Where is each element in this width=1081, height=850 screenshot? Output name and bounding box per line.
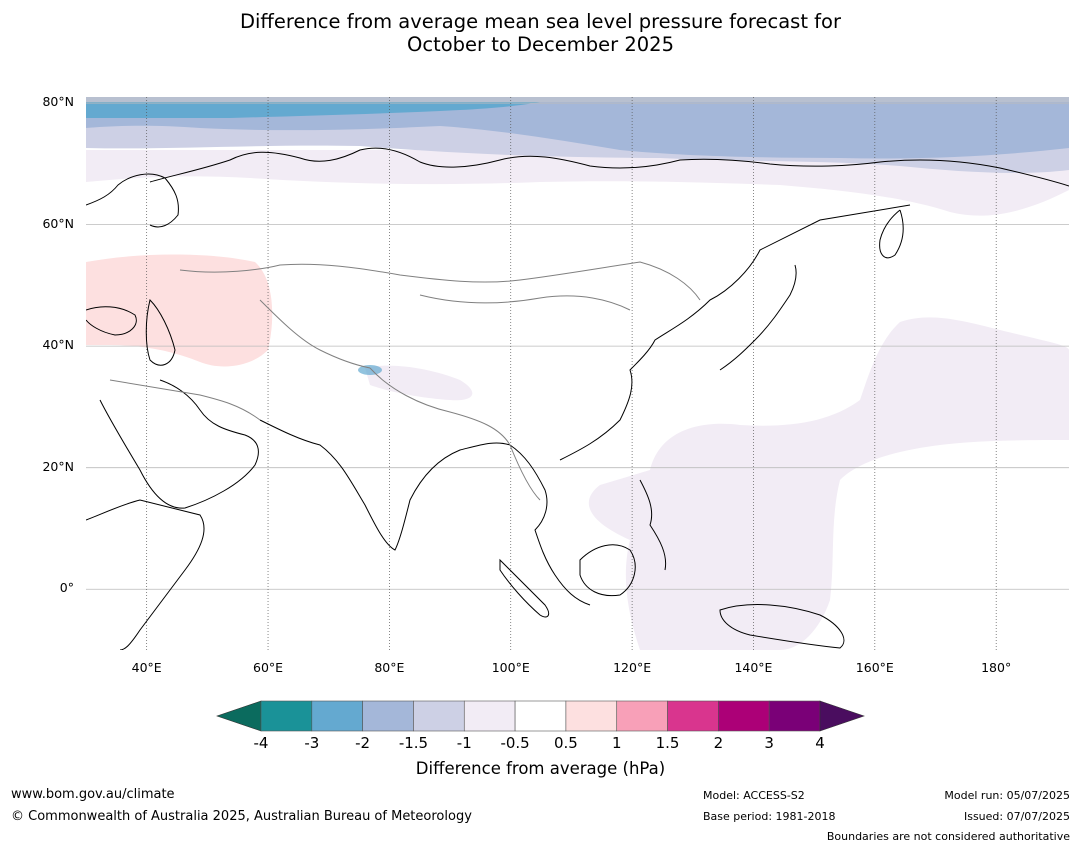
coastline-borneo [579, 544, 636, 597]
weak-negative-anomaly-tibet [365, 365, 473, 401]
copyright-notice: © Commonwealth of Australia 2025, Austra… [11, 809, 472, 824]
border-middle-east [109, 379, 261, 421]
colorbar-tick-label: 0.5 [553, 734, 578, 752]
anomaly-band-north-edge [86, 97, 1069, 102]
colorbar-tick-label: -4 [253, 734, 269, 752]
border-china-mongolia [419, 294, 631, 311]
colorbar-over-arrow [819, 700, 865, 732]
positive-anomaly-central-asia [86, 254, 273, 367]
longitude-label: 80°E [374, 660, 405, 675]
longitude-label: 100°E [491, 660, 530, 675]
colorbar-segment [718, 700, 770, 732]
colorbar-segment [362, 700, 414, 732]
model-run-date: Model run: 05/07/2025 [944, 789, 1070, 802]
colorbar-tick-label: 2 [713, 734, 724, 752]
border-indochina [509, 444, 541, 501]
colorbar-segment [667, 700, 719, 732]
model-name: Model: ACCESS-S2 [703, 789, 805, 802]
title-line-1: Difference from average mean sea level p… [240, 10, 841, 33]
colorbar-tick-label: -0.5 [500, 734, 530, 752]
website-link[interactable]: www.bom.gov.au/climate [11, 787, 175, 802]
longitude-label: 40°E [131, 660, 162, 675]
gridlines [86, 97, 1069, 650]
border-himalaya [369, 367, 511, 446]
colorbar [216, 700, 865, 732]
coastline-africa-horn [86, 499, 205, 650]
colorbar-segment [311, 700, 363, 732]
issued-date: Issued: 07/07/2025 [963, 810, 1070, 823]
coastline-sumatra [499, 558, 550, 618]
negative-anomaly-himalaya [358, 365, 382, 375]
coastline-scandinavia [86, 173, 179, 228]
colorbar-segment [413, 700, 465, 732]
longitude-label: 60°E [253, 660, 284, 675]
colorbar-segment [463, 700, 516, 732]
border-central-asia [259, 299, 371, 369]
longitude-label: 180° [981, 660, 1012, 675]
colorbar-tick-label: -2 [355, 734, 371, 752]
longitude-label: 160°E [855, 660, 894, 675]
title-line-2: October to December 2025 [407, 33, 674, 56]
anomaly-fields [86, 97, 1069, 650]
coastline-arabia [99, 379, 259, 509]
coastline-kamchatka [879, 209, 904, 259]
coastline-japan [719, 264, 797, 371]
coastline-eurasia-north [149, 147, 1069, 187]
coastline-southeast-asia [509, 444, 591, 606]
coastline-black-sea [86, 306, 137, 336]
coastline-new-guinea [719, 604, 845, 649]
map-title: Difference from average mean sea level p… [0, 10, 1081, 56]
latitude-label: 40°N [42, 337, 74, 353]
colorbar-segment [514, 700, 567, 732]
border-russia-kazakhstan [179, 261, 701, 301]
coastline-philippines [639, 479, 667, 571]
coastline-caspian [145, 299, 176, 366]
colorbar-segment [565, 700, 618, 732]
colorbar-tick-label: 1.5 [655, 734, 680, 752]
boundaries-disclaimer: Boundaries are not considered authoritat… [826, 830, 1070, 843]
latitude-label: 0° [59, 580, 74, 596]
colorbar-tick-label: -1 [456, 734, 472, 752]
colorbar-title: Difference from average (hPa) [415, 759, 666, 778]
latitude-label: 60°N [42, 215, 74, 231]
country-borders [109, 261, 701, 501]
longitude-label: 140°E [734, 660, 773, 675]
latitude-label: 20°N [42, 458, 74, 474]
longitude-label: 120°E [613, 660, 652, 675]
colorbar-tick-label: 1 [611, 734, 622, 752]
colorbar-tick-label: 3 [764, 734, 774, 752]
base-period: Base period: 1981-2018 [703, 810, 836, 823]
colorbar-under-arrow [216, 700, 262, 732]
map-area [86, 97, 1069, 650]
colorbar-tick-label: 4 [815, 734, 825, 752]
colorbar-segment [616, 700, 668, 732]
anomaly-band-minus-3 [86, 97, 560, 118]
coastline-india [259, 419, 511, 551]
coastline-east-asia [559, 204, 911, 461]
colorbar-tick-label: -3 [304, 734, 320, 752]
latitude-label: 80°N [42, 94, 74, 110]
colorbar-segment [768, 700, 821, 732]
colorbar-tick-label: -1.5 [398, 734, 429, 752]
colorbar-segment [260, 700, 313, 732]
coastlines [86, 147, 1069, 650]
weak-negative-anomaly-pacific [588, 317, 1069, 650]
